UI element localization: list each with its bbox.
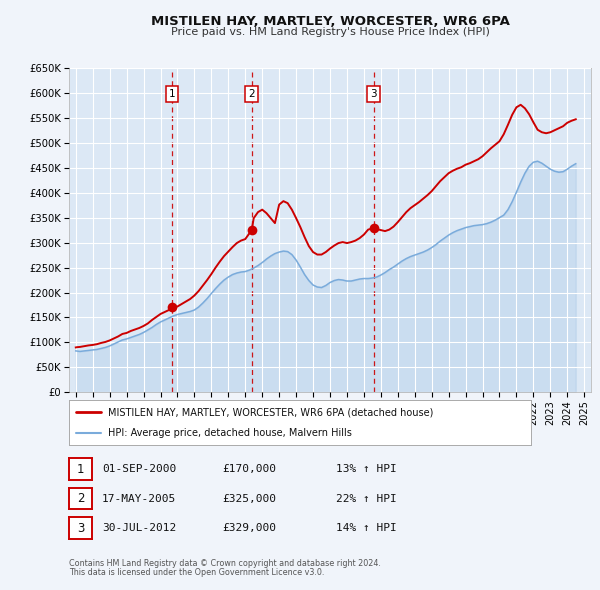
Text: 14% ↑ HPI: 14% ↑ HPI [336,523,397,533]
Text: This data is licensed under the Open Government Licence v3.0.: This data is licensed under the Open Gov… [69,568,325,577]
Text: Price paid vs. HM Land Registry's House Price Index (HPI): Price paid vs. HM Land Registry's House … [170,27,490,37]
Text: Contains HM Land Registry data © Crown copyright and database right 2024.: Contains HM Land Registry data © Crown c… [69,559,381,568]
Text: 3: 3 [370,89,377,99]
Text: 1: 1 [77,463,84,476]
Text: £325,000: £325,000 [222,494,276,503]
Text: HPI: Average price, detached house, Malvern Hills: HPI: Average price, detached house, Malv… [108,428,352,438]
Text: 13% ↑ HPI: 13% ↑ HPI [336,464,397,474]
Text: 1: 1 [169,89,175,99]
Text: £170,000: £170,000 [222,464,276,474]
Text: 3: 3 [77,522,84,535]
Text: 2: 2 [248,89,255,99]
Text: 17-MAY-2005: 17-MAY-2005 [102,494,176,503]
Text: MISTILEN HAY, MARTLEY, WORCESTER, WR6 6PA: MISTILEN HAY, MARTLEY, WORCESTER, WR6 6P… [151,15,509,28]
Text: 01-SEP-2000: 01-SEP-2000 [102,464,176,474]
Text: MISTILEN HAY, MARTLEY, WORCESTER, WR6 6PA (detached house): MISTILEN HAY, MARTLEY, WORCESTER, WR6 6P… [108,407,434,417]
Text: 30-JUL-2012: 30-JUL-2012 [102,523,176,533]
Text: 22% ↑ HPI: 22% ↑ HPI [336,494,397,503]
Text: £329,000: £329,000 [222,523,276,533]
Text: 2: 2 [77,492,84,505]
